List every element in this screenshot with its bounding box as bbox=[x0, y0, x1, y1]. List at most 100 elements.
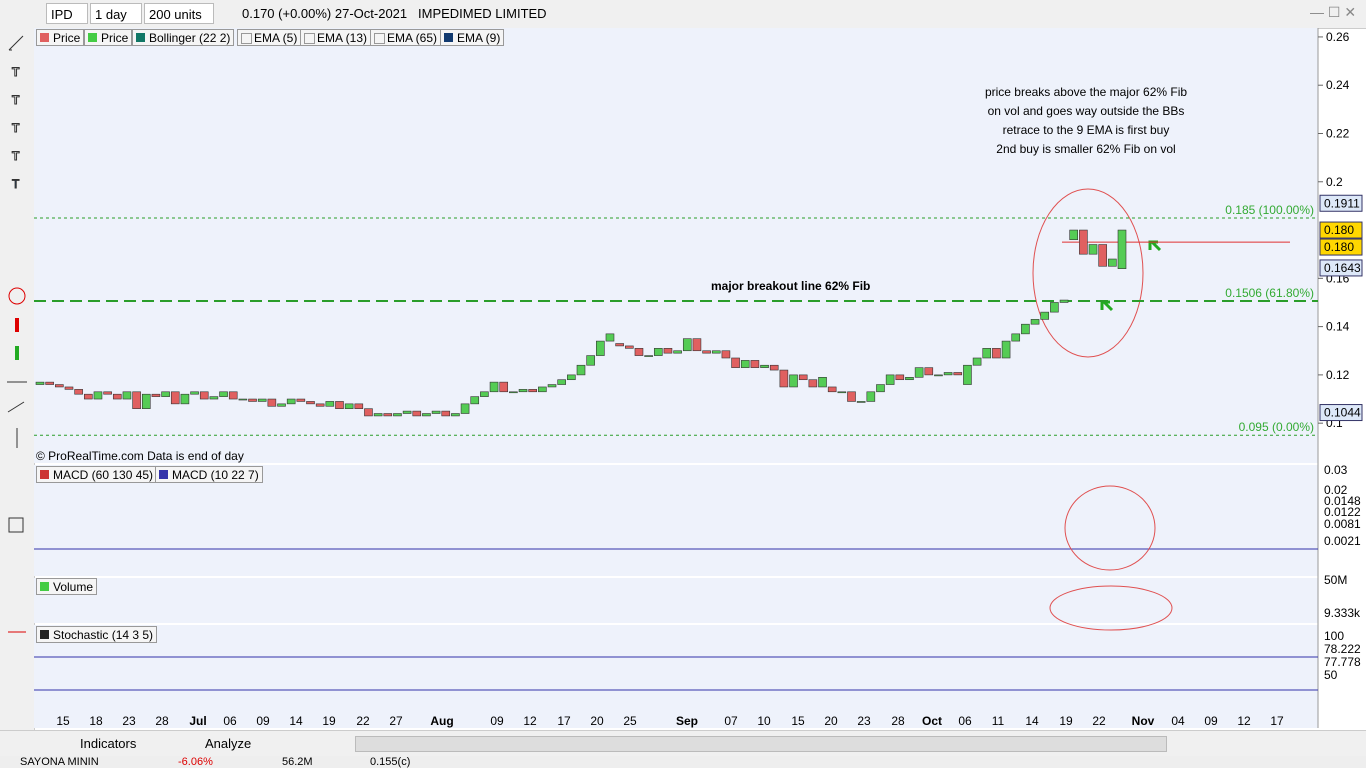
candle bbox=[267, 398, 277, 407]
macd-axis-label: 0.0021 bbox=[1324, 534, 1361, 548]
analyze-button[interactable]: Analyze bbox=[205, 736, 252, 751]
x-tick-label: 06 bbox=[958, 714, 972, 728]
highlight-ellipse bbox=[1032, 188, 1144, 358]
candle bbox=[596, 340, 605, 356]
legend-item[interactable]: MACD (60 130 45) bbox=[36, 466, 158, 483]
candle bbox=[1050, 302, 1059, 313]
candle bbox=[431, 410, 441, 414]
price-box-label: 0.1643 bbox=[1324, 261, 1361, 275]
candle bbox=[992, 348, 1001, 359]
candle bbox=[45, 381, 54, 385]
legend-item[interactable]: EMA (65) bbox=[370, 29, 442, 46]
candle bbox=[827, 386, 837, 393]
candle bbox=[103, 391, 112, 395]
x-tick-label: Sep bbox=[676, 714, 698, 728]
x-tick-label: 14 bbox=[1025, 714, 1039, 728]
x-tick-label: 22 bbox=[1092, 714, 1106, 728]
candle bbox=[576, 364, 586, 376]
candle bbox=[470, 396, 480, 405]
legend-item[interactable]: Price bbox=[84, 29, 133, 46]
x-tick-label: 17 bbox=[557, 714, 571, 728]
candle bbox=[74, 389, 83, 395]
candle bbox=[808, 379, 818, 388]
price-box bbox=[1319, 404, 1363, 422]
status-change: -6.06% bbox=[178, 756, 213, 768]
candle bbox=[1088, 244, 1098, 255]
macd-axis-label: 0.0122 bbox=[1324, 505, 1361, 519]
candle bbox=[953, 372, 963, 376]
x-tick-label: Aug bbox=[430, 714, 453, 728]
indicators-button[interactable]: Indicators bbox=[80, 736, 137, 751]
status-bar: SAYONA MININ -6.06% 56.2M 0.155(c) bbox=[0, 756, 1366, 768]
x-tick-label: 19 bbox=[1059, 714, 1073, 728]
x-tick-label: 06 bbox=[223, 714, 237, 728]
symbol-field[interactable]: IPD bbox=[46, 3, 88, 24]
candle bbox=[1030, 319, 1040, 325]
candle bbox=[605, 333, 615, 342]
note-line: retrace to the 9 EMA is first buy bbox=[1003, 123, 1170, 137]
chart-area: price breaks above the major 62% Fib on v… bbox=[34, 28, 1363, 728]
candle bbox=[885, 374, 895, 385]
x-tick-label: 27 bbox=[389, 714, 403, 728]
volume-pane bbox=[34, 578, 1318, 623]
stoch-axis-label: 100 bbox=[1324, 629, 1344, 643]
candle bbox=[557, 379, 566, 385]
legend-item[interactable]: EMA (9) bbox=[440, 29, 505, 46]
candle bbox=[1021, 323, 1030, 335]
volume-axis-label: 50M bbox=[1324, 573, 1347, 587]
x-tick-label: 07 bbox=[724, 714, 738, 728]
legend-item[interactable]: Stochastic (14 3 5) bbox=[36, 626, 158, 643]
stochastic-pane bbox=[34, 625, 1318, 728]
legend-item[interactable]: Bollinger (22 2) bbox=[132, 29, 235, 46]
candle bbox=[673, 350, 682, 354]
candle bbox=[257, 398, 267, 402]
window-controls[interactable]: — ☐ ✕ bbox=[1310, 4, 1357, 20]
candle bbox=[344, 403, 354, 409]
candle bbox=[731, 357, 740, 368]
candle bbox=[335, 401, 344, 409]
candle bbox=[373, 413, 383, 417]
legend-item[interactable]: Price bbox=[36, 29, 85, 46]
candle bbox=[567, 374, 576, 381]
candle bbox=[383, 413, 393, 417]
legend-item[interactable]: MACD (10 22 7) bbox=[155, 466, 263, 483]
candle bbox=[914, 367, 924, 378]
units-field[interactable]: 200 units bbox=[144, 3, 214, 24]
candle bbox=[750, 360, 760, 368]
candle bbox=[35, 381, 45, 385]
legend-item[interactable]: EMA (5) bbox=[237, 29, 302, 46]
status-volume: 56.2M bbox=[282, 756, 313, 768]
x-tick-label: 09 bbox=[256, 714, 270, 728]
scrollbar[interactable] bbox=[355, 736, 1167, 752]
candle bbox=[586, 355, 595, 366]
quote: 0.170 (+0.00%) 27-Oct-2021 bbox=[242, 6, 408, 21]
candle bbox=[943, 372, 953, 376]
legend-item[interactable]: EMA (13) bbox=[300, 29, 372, 46]
highlight-ellipse bbox=[1064, 485, 1156, 571]
bottom-toolbar: Indicators Analyze bbox=[0, 730, 1366, 757]
candle bbox=[422, 413, 431, 417]
candle bbox=[1001, 340, 1011, 359]
x-tick-label: 15 bbox=[791, 714, 805, 728]
svg-text:T: T bbox=[12, 65, 20, 79]
copyright: © ProRealTime.com Data is end of day bbox=[36, 449, 244, 463]
candle bbox=[93, 391, 103, 400]
candle bbox=[1108, 258, 1117, 267]
candle bbox=[460, 403, 470, 414]
candle bbox=[924, 367, 934, 376]
candle bbox=[847, 391, 856, 402]
candle bbox=[170, 391, 180, 405]
period-field[interactable]: 1 day bbox=[90, 3, 142, 24]
candle bbox=[122, 391, 132, 400]
macd-pane bbox=[34, 465, 1318, 576]
candle bbox=[866, 391, 876, 402]
candle bbox=[402, 410, 412, 414]
note-line: on vol and goes way outside the BBs bbox=[988, 104, 1185, 118]
legend-item[interactable]: Volume bbox=[36, 578, 98, 595]
candle bbox=[451, 413, 460, 417]
candle bbox=[151, 393, 161, 397]
